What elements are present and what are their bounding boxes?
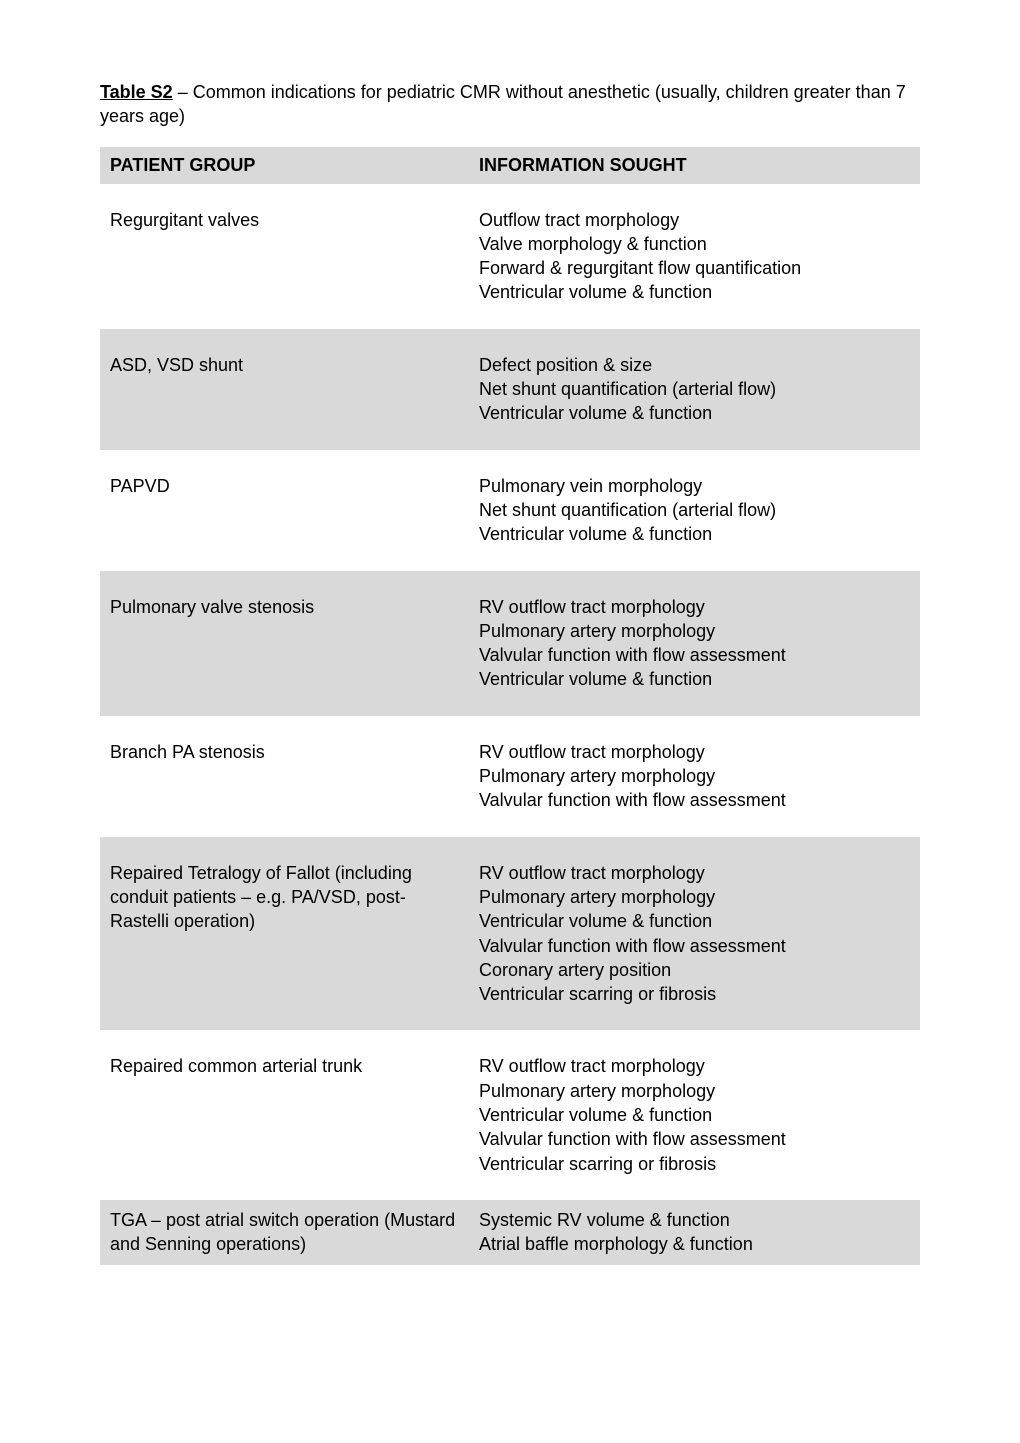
cell-information-sought: Outflow tract morphologyValve morphology… — [469, 184, 920, 329]
table-row: Regurgitant valvesOutflow tract morpholo… — [100, 184, 920, 329]
info-line: Valvular function with flow assessment — [479, 1127, 910, 1151]
caption-text: Common indications for pediatric CMR wit… — [100, 82, 906, 126]
cell-patient-group: PAPVD — [100, 450, 469, 571]
info-line: Pulmonary artery morphology — [479, 619, 910, 643]
header-patient-group: PATIENT GROUP — [100, 147, 469, 184]
info-line: Outflow tract morphology — [479, 208, 910, 232]
cell-patient-group: Repaired Tetralogy of Fallot (including … — [100, 837, 469, 1031]
cell-information-sought: RV outflow tract morphologyPulmonary art… — [469, 837, 920, 1031]
cell-information-sought: RV outflow tract morphologyPulmonary art… — [469, 716, 920, 837]
info-line: RV outflow tract morphology — [479, 740, 910, 764]
info-line: Coronary artery position — [479, 958, 910, 982]
cell-patient-group: Branch PA stenosis — [100, 716, 469, 837]
info-line: RV outflow tract morphology — [479, 1054, 910, 1078]
info-line: Pulmonary artery morphology — [479, 885, 910, 909]
cell-information-sought: Systemic RV volume & functionAtrial baff… — [469, 1200, 920, 1265]
info-line: Ventricular volume & function — [479, 1103, 910, 1127]
table-row: Repaired common arterial trunkRV outflow… — [100, 1030, 920, 1199]
info-line: Ventricular volume & function — [479, 280, 910, 304]
info-line: Net shunt quantification (arterial flow) — [479, 498, 910, 522]
cell-information-sought: RV outflow tract morphologyPulmonary art… — [469, 1030, 920, 1199]
info-line: Forward & regurgitant flow quantificatio… — [479, 256, 910, 280]
indications-table: PATIENT GROUP INFORMATION SOUGHT Regurgi… — [100, 147, 920, 1265]
info-line: Ventricular volume & function — [479, 522, 910, 546]
table-row: PAPVDPulmonary vein morphologyNet shunt … — [100, 450, 920, 571]
info-line: Ventricular scarring or fibrosis — [479, 982, 910, 1006]
caption-dash: – — [173, 82, 193, 102]
table-row: Branch PA stenosisRV outflow tract morph… — [100, 716, 920, 837]
info-line: Pulmonary artery morphology — [479, 764, 910, 788]
table-header-row: PATIENT GROUP INFORMATION SOUGHT — [100, 147, 920, 184]
cell-patient-group: TGA – post atrial switch operation (Must… — [100, 1200, 469, 1265]
table-body: Regurgitant valvesOutflow tract morpholo… — [100, 184, 920, 1265]
cell-information-sought: Pulmonary vein morphologyNet shunt quant… — [469, 450, 920, 571]
info-line: RV outflow tract morphology — [479, 595, 910, 619]
info-line: Valvular function with flow assessment — [479, 643, 910, 667]
info-line: Defect position & size — [479, 353, 910, 377]
info-line: Net shunt quantification (arterial flow) — [479, 377, 910, 401]
cell-information-sought: RV outflow tract morphologyPulmonary art… — [469, 571, 920, 716]
table-row: ASD, VSD shuntDefect position & sizeNet … — [100, 329, 920, 450]
info-line: Ventricular volume & function — [479, 667, 910, 691]
cell-patient-group: ASD, VSD shunt — [100, 329, 469, 450]
table-row: Repaired Tetralogy of Fallot (including … — [100, 837, 920, 1031]
cell-patient-group: Regurgitant valves — [100, 184, 469, 329]
table-caption: Table S2 – Common indications for pediat… — [100, 80, 920, 129]
info-line: Ventricular scarring or fibrosis — [479, 1152, 910, 1176]
info-line: RV outflow tract morphology — [479, 861, 910, 885]
info-line: Ventricular volume & function — [479, 909, 910, 933]
page: Table S2 – Common indications for pediat… — [0, 0, 1020, 1305]
table-row: TGA – post atrial switch operation (Must… — [100, 1200, 920, 1265]
info-line: Systemic RV volume & function — [479, 1208, 910, 1232]
info-line: Atrial baffle morphology & function — [479, 1232, 910, 1256]
info-line: Pulmonary artery morphology — [479, 1079, 910, 1103]
table-row: Pulmonary valve stenosisRV outflow tract… — [100, 571, 920, 716]
caption-label: Table S2 — [100, 82, 173, 102]
cell-patient-group: Repaired common arterial trunk — [100, 1030, 469, 1199]
cell-information-sought: Defect position & sizeNet shunt quantifi… — [469, 329, 920, 450]
info-line: Pulmonary vein morphology — [479, 474, 910, 498]
cell-patient-group: Pulmonary valve stenosis — [100, 571, 469, 716]
info-line: Valve morphology & function — [479, 232, 910, 256]
header-information-sought: INFORMATION SOUGHT — [469, 147, 920, 184]
info-line: Ventricular volume & function — [479, 401, 910, 425]
info-line: Valvular function with flow assessment — [479, 788, 910, 812]
info-line: Valvular function with flow assessment — [479, 934, 910, 958]
